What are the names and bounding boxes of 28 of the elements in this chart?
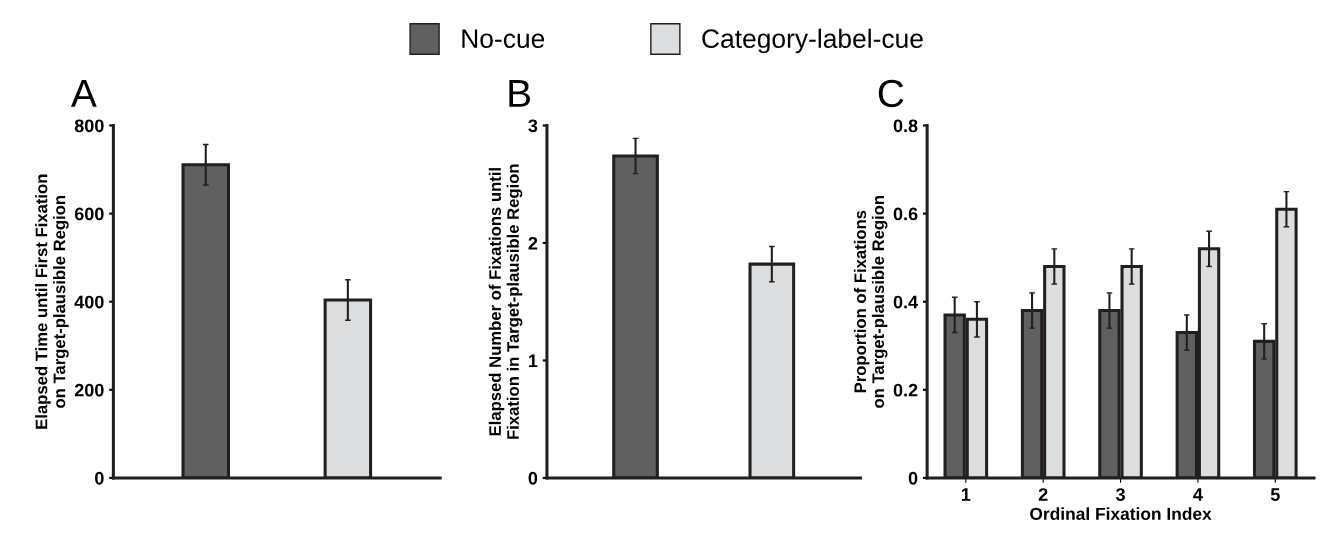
x-tick-label: 5 (1270, 488, 1280, 501)
y-tick-label: 0.4 (893, 295, 919, 309)
x-tick-label: 2 (1038, 488, 1048, 501)
y-tick-label: 3 (528, 119, 538, 133)
y-tick-label: 400 (74, 295, 104, 309)
y-tick-label: 0.2 (893, 383, 918, 397)
y-tick-label: 1 (529, 354, 538, 367)
legend-label: Category-label-cue (702, 28, 923, 54)
y-tick-label: 0 (908, 471, 918, 485)
y-tick-label: 0.6 (893, 207, 918, 221)
chart-title: A (70, 80, 97, 107)
y-tick-label: 800 (74, 119, 104, 133)
y-axis-title: Proportion of Fixations on Target-plausible Region (853, 195, 888, 408)
x-tick-label: 3 (1115, 488, 1125, 501)
x-axis-title: Ordinal Fixation Index (1030, 507, 1212, 521)
chart-title: B (509, 80, 531, 107)
x-tick-label: 4 (1193, 488, 1203, 501)
y-tick-label: 600 (74, 207, 104, 221)
y-tick-label: 0 (528, 471, 538, 485)
x-tick-label: 1 (961, 488, 971, 501)
y-tick-label: 200 (74, 383, 104, 397)
y-tick-label: 2 (528, 236, 538, 250)
y-tick-label: 0.8 (893, 119, 918, 133)
y-tick-label: 0 (95, 471, 104, 485)
y-axis-title: Elapsed Number of Fixations until Fixation in Target-plausible Region (488, 164, 523, 439)
legend-label: No-cue (462, 29, 545, 49)
y-axis-title: Elapsed Time until First Fixation on Target-plausible Region (35, 174, 69, 429)
chart-title: C (878, 79, 904, 108)
